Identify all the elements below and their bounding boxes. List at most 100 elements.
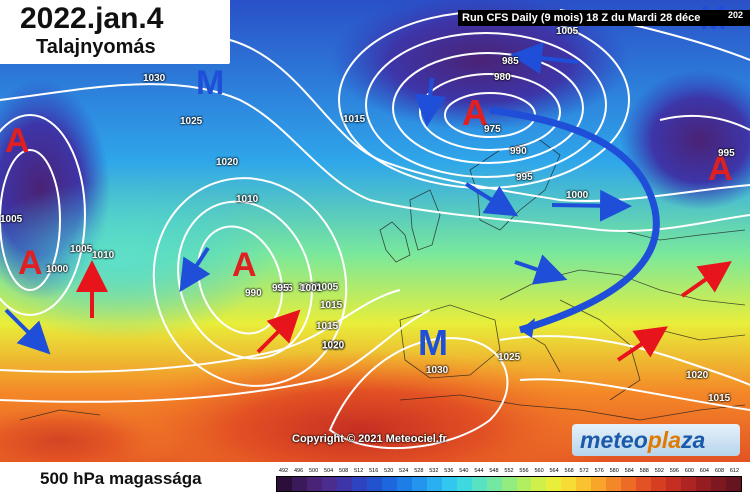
scale-tick-label: 588 bbox=[639, 468, 649, 474]
scale-swatch bbox=[621, 477, 637, 491]
scale-tick-label: 576 bbox=[594, 468, 604, 474]
scale-tick-label: 492 bbox=[278, 468, 289, 474]
scale-tick-label: 552 bbox=[504, 468, 514, 474]
isobar-value: 990 bbox=[510, 146, 527, 157]
scale-swatch bbox=[576, 477, 592, 491]
scale-swatch bbox=[336, 477, 352, 491]
run-label: Run CFS Daily (9 mois) 18 Z du Mardi 28 … bbox=[458, 10, 750, 26]
scale-swatch bbox=[426, 477, 442, 491]
isobar-value: 1030 bbox=[426, 365, 449, 376]
scale-swatch bbox=[471, 477, 487, 491]
isobar-value: 1005 bbox=[0, 214, 23, 225]
isobar-value: 975 bbox=[484, 124, 501, 135]
isobar-value: 1015 bbox=[343, 114, 366, 125]
isobar-value: 995 bbox=[516, 172, 533, 183]
isobar-value: 1005 bbox=[556, 26, 579, 37]
isobar-value: 1005 bbox=[298, 282, 321, 293]
map-date: 2022.jan.4 bbox=[20, 2, 164, 35]
scale-swatch bbox=[531, 477, 547, 491]
scale-tick-label: 532 bbox=[429, 468, 439, 474]
scale-swatch bbox=[486, 477, 502, 491]
run-label-corner: 202 bbox=[728, 10, 744, 20]
scale-tick-label: 512 bbox=[354, 468, 364, 474]
scale-swatch bbox=[546, 477, 562, 491]
scale-swatch bbox=[666, 477, 682, 491]
scale-swatch bbox=[501, 477, 517, 491]
scale-tick-label: 592 bbox=[654, 468, 664, 474]
isobar-value: 1030 bbox=[143, 73, 166, 84]
isobar-value: 1020 bbox=[216, 157, 239, 168]
scale-tick-label: 504 bbox=[324, 468, 334, 474]
scale-swatch bbox=[711, 477, 727, 491]
scale-swatch bbox=[351, 477, 367, 491]
brand-logo: meteoplaza bbox=[572, 424, 740, 456]
scale-tick-label: 516 bbox=[369, 468, 379, 474]
scale-swatch bbox=[591, 477, 607, 491]
isobar-value: 995 bbox=[272, 283, 289, 294]
scale-tick-label: 568 bbox=[564, 468, 574, 474]
scale-swatch bbox=[381, 477, 397, 491]
scale-swatch bbox=[726, 477, 742, 491]
scale-swatch bbox=[321, 477, 337, 491]
low-center: M bbox=[418, 322, 448, 363]
scale-swatch bbox=[561, 477, 577, 491]
scale-tick-label: 560 bbox=[534, 468, 544, 474]
copyright-text: Copyright © 2021 Meteociel.fr bbox=[292, 433, 447, 445]
low-center: M bbox=[196, 64, 225, 102]
isobar-value: 1025 bbox=[498, 352, 521, 363]
scale-tick-label: 536 bbox=[444, 468, 454, 474]
scale-swatch bbox=[681, 477, 697, 491]
scale-tick-label: 544 bbox=[474, 468, 484, 474]
isobar-value: 995 bbox=[718, 148, 735, 159]
red-arrows bbox=[76, 260, 732, 362]
blue-arrows bbox=[4, 42, 632, 355]
scale-tick-label: 496 bbox=[293, 468, 304, 474]
isobar-value: 1015 bbox=[708, 393, 731, 404]
scale-tick-label: 604 bbox=[699, 468, 709, 474]
isobar-value: 1010 bbox=[92, 250, 115, 261]
scale-tick-label: 524 bbox=[399, 468, 409, 474]
high-center: A bbox=[708, 150, 733, 188]
scale-bar bbox=[276, 476, 742, 492]
isobar-value: 1000 bbox=[46, 264, 69, 275]
scale-swatch bbox=[516, 477, 532, 491]
scale-tick-label: 572 bbox=[579, 468, 589, 474]
scale-tick-label: 608 bbox=[714, 468, 725, 474]
scale-swatch bbox=[411, 477, 427, 491]
scale-swatch bbox=[441, 477, 457, 491]
isobar-value: 1015 bbox=[320, 300, 343, 311]
scale-tick-label: 600 bbox=[684, 468, 694, 474]
map-canvas bbox=[0, 0, 750, 462]
scale-tick-label: 508 bbox=[339, 468, 349, 474]
scale-swatch bbox=[291, 477, 307, 491]
scale-swatch bbox=[396, 477, 412, 491]
scale-tick-label: 584 bbox=[624, 468, 634, 474]
isobar-value: 1005 bbox=[316, 282, 339, 293]
isobar-value: 995 bbox=[276, 283, 293, 294]
isobar-value: 985 bbox=[502, 56, 519, 67]
scale-swatch bbox=[277, 477, 292, 491]
scale-tick-label: 564 bbox=[549, 468, 559, 474]
scale-tick-label: 612 bbox=[729, 468, 740, 474]
isobar-value: 1020 bbox=[686, 370, 709, 381]
scale-tick-label: 540 bbox=[459, 468, 469, 474]
isobar-value: 980 bbox=[494, 72, 511, 83]
color-scale: 492 496 500 504 508 512 516 520 524 528 532 536 540 5… bbox=[276, 466, 742, 492]
scale-tick-label: 528 bbox=[414, 468, 424, 474]
isobar-value: 1010 bbox=[236, 194, 259, 205]
legend-bar: 500 hPa magassága 492 496 500 504 508 512 516 5… bbox=[0, 462, 750, 500]
jet-arrow bbox=[489, 106, 660, 334]
isobar-value: 1020 bbox=[322, 341, 345, 352]
scale-swatch bbox=[366, 477, 382, 491]
isobar-value: 1001 bbox=[300, 283, 323, 294]
scale-ticks: 492 496 500 504 508 512 516 520 524 528 532 536 540 5… bbox=[276, 466, 742, 476]
scale-tick-label: 596 bbox=[669, 468, 679, 474]
weather-map: A A A A A M M M 103010251020101510101005… bbox=[0, 0, 750, 462]
title-box: 2022.jan.4 Talajnyomás bbox=[0, 0, 230, 64]
high-center: A bbox=[232, 246, 257, 284]
map-subtitle: Talajnyomás bbox=[36, 36, 156, 58]
scale-swatch bbox=[636, 477, 652, 491]
isobar-value: 1000 bbox=[566, 190, 589, 201]
scale-tick-label: 548 bbox=[489, 468, 499, 474]
scale-swatch bbox=[696, 477, 712, 491]
